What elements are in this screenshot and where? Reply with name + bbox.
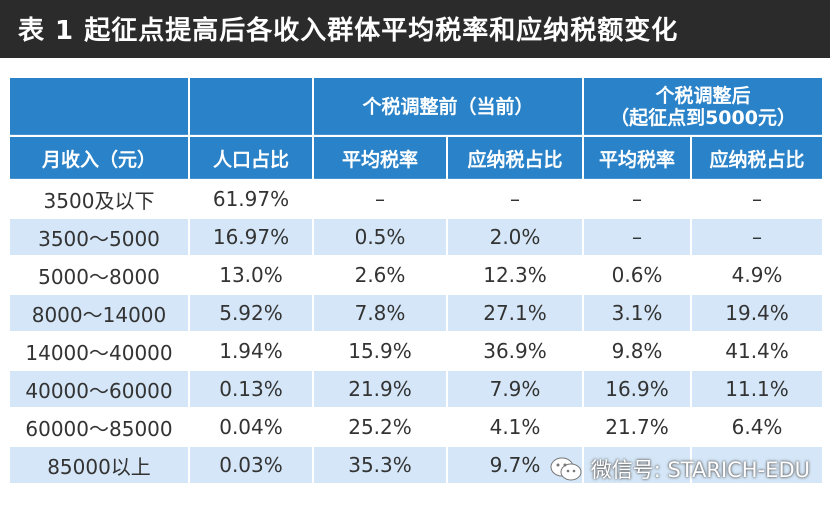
cell-income: 14000～40000 [8,331,190,371]
cell-avg-rate-after: 3.1% [582,293,693,333]
cell-avg-rate-before: 2.6% [312,255,448,295]
watermark: 微信号: STARICH-EDU [549,454,810,484]
cell-tax-share-before: 4.1% [445,407,585,447]
header-tax-share-after: 应纳税占比 [690,135,825,181]
cell-tax-share-before: – [445,179,585,219]
cell-tax-share-after: 11.1% [690,369,825,409]
header-before-group: 个税调整前（当前） [311,76,585,137]
header-tax-share-before: 应纳税占比 [445,135,585,181]
cell-avg-rate-before: 21.9% [312,369,448,409]
table-row: 14000～40000 1.94% 15.9% 36.9% 9.8% 41.4% [8,331,825,371]
tax-rate-table: 个税调整前（当前） 个税调整后 （起征点到5000元） 月收入（元） 人口占比 … [8,76,825,485]
cell-avg-rate-after: 9.8% [582,331,693,371]
cell-avg-rate-after [582,445,693,485]
cell-tax-share-before: 2.0% [445,217,585,257]
cell-avg-rate-after: 0.6% [582,255,693,295]
cell-income: 40000～60000 [8,369,190,409]
header-row-top: 个税调整前（当前） 个税调整后 （起征点到5000元） [8,76,825,137]
cell-tax-share-before: 27.1% [445,293,585,333]
table-row: 40000～60000 0.13% 21.9% 7.9% 16.9% 11.1% [8,369,825,409]
cell-avg-rate-before: 0.5% [312,217,448,257]
table-row: 5000～8000 13.0% 2.6% 12.3% 0.6% 4.9% [8,255,825,295]
cell-tax-share-after: 4.9% [690,255,825,295]
header-after-line1: 个税调整后 [655,84,751,107]
table-container: 个税调整前（当前） 个税调整后 （起征点到5000元） 月收入（元） 人口占比 … [8,76,825,502]
cell-population: 0.13% [188,369,314,409]
cell-income: 3500及以下 [8,179,190,219]
header-population: 人口占比 [188,135,314,181]
header-avg-rate-after: 平均税率 [582,135,693,181]
title-bar: 表 1 起征点提高后各收入群体平均税率和应纳税额变化 [0,0,830,58]
cell-avg-rate-before: – [312,179,448,219]
cell-avg-rate-after: 21.7% [582,407,693,447]
cell-income: 3500～5000 [8,217,190,257]
table-row: 3500及以下 61.97% – – – – [8,179,825,219]
cell-income: 8000～14000 [8,293,190,333]
header-empty-population [188,76,314,137]
cell-avg-rate-after: – [582,179,693,219]
wechat-icon [550,457,582,481]
header-row-bottom: 月收入（元） 人口占比 平均税率 应纳税占比 平均税率 应纳税占比 [8,135,825,181]
cell-population: 13.0% [188,255,314,295]
cell-avg-rate-after: – [582,217,693,257]
cell-tax-share-before: 7.9% [445,369,585,409]
cell-tax-share-after [690,445,825,485]
cell-income: 5000～8000 [8,255,190,295]
cell-population: 0.04% [188,407,314,447]
table-title: 表 1 起征点提高后各收入群体平均税率和应纳税额变化 [18,16,679,46]
cell-income: 60000～85000 [8,407,190,447]
header-avg-rate-before: 平均税率 [312,135,448,181]
cell-population: 16.97% [188,217,314,257]
cell-tax-share-before: 12.3% [445,255,585,295]
cell-population: 5.92% [188,293,314,333]
cell-avg-rate-before: 25.2% [312,407,448,447]
cell-avg-rate-after: 16.9% [582,369,693,409]
cell-tax-share-after: – [690,179,825,219]
cell-avg-rate-before: 15.9% [312,331,448,371]
watermark-text: 微信号: STARICH-EDU [590,458,810,482]
cell-tax-share-after: 19.4% [690,293,825,333]
header-after-line2: （起征点到5000元） [610,106,796,129]
cell-tax-share-before: 36.9% [445,331,585,371]
cell-population: 1.94% [188,331,314,371]
cell-avg-rate-before: 35.3% [312,445,448,485]
table-body: 3500及以下 61.97% – – – – 3500～5000 16.97% … [8,179,825,485]
table-row: 3500～5000 16.97% 0.5% 2.0% – – [8,217,825,257]
cell-population: 61.97% [188,179,314,219]
header-empty-income [8,76,190,137]
table-row: 8000～14000 5.92% 7.8% 27.1% 3.1% 19.4% [8,293,825,333]
table-row: 60000～85000 0.04% 25.2% 4.1% 21.7% 6.4% [8,407,825,447]
cell-tax-share-after: – [690,217,825,257]
cell-tax-share-after: 6.4% [690,407,825,447]
cell-avg-rate-before: 7.8% [312,293,448,333]
header-after-group: 个税调整后 （起征点到5000元） [582,76,825,137]
cell-tax-share-after: 41.4% [690,331,825,371]
header-income: 月收入（元） [8,135,190,181]
cell-income: 85000以上 [8,445,190,485]
cell-population: 0.03% [188,445,314,485]
